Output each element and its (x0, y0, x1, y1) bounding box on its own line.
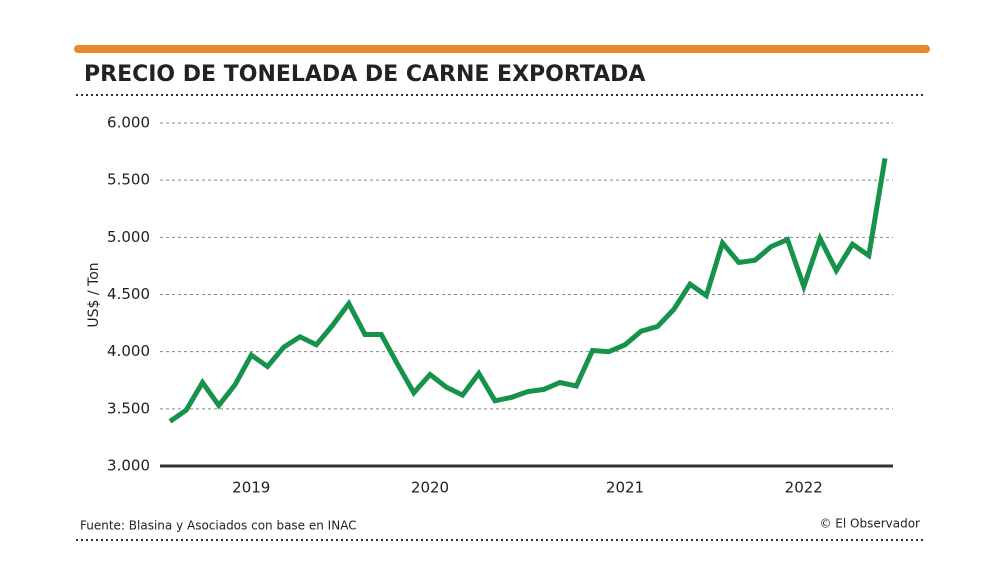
source: Fuente: Blasina y Asociados con base en … (80, 519, 357, 533)
y-tick-label: 3.000 (107, 457, 150, 475)
top-bar (74, 45, 930, 53)
y-tick-label: 6.000 (107, 114, 150, 132)
y-tick-label: 5.000 (107, 228, 150, 246)
y-tick-label: 4.500 (107, 285, 150, 303)
x-tick-label: 2019 (232, 479, 270, 497)
x-tick-label: 2021 (606, 479, 644, 497)
y-tick-label: 3.500 (107, 399, 150, 417)
chart-title: PRECIO DE TONELADA DE CARNE EXPORTADA (84, 62, 645, 87)
y-tick-label: 5.500 (107, 171, 150, 189)
x-tick-label: 2022 (785, 479, 823, 497)
line (168, 157, 888, 424)
y-axis-label: US$ / Ton (86, 262, 102, 327)
x-tick-label: 2020 (411, 479, 449, 497)
credit: © El Observador (819, 517, 920, 531)
y-tick-label: 4.000 (107, 342, 150, 360)
